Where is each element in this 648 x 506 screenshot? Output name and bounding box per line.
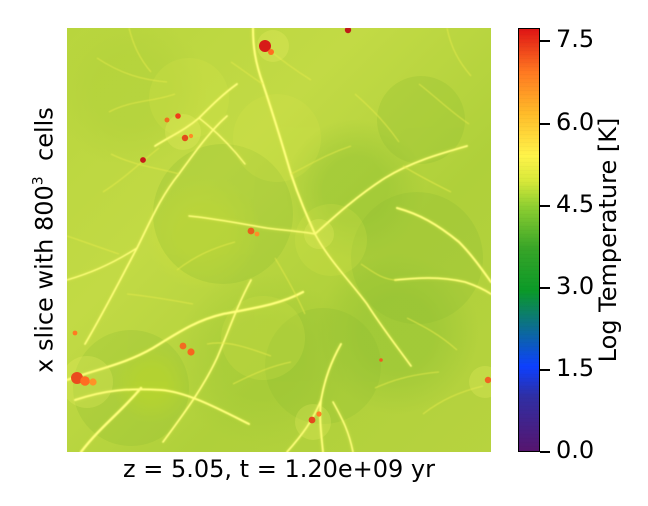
colorbar-tick-mark-0	[540, 451, 550, 453]
colorbar-tick-label-3: 4.5	[556, 190, 595, 218]
colorbar-tick-label-0: 0.0	[556, 436, 595, 464]
colorbar-label-wrap: Log Temperature [K]	[572, 28, 636, 452]
slice-label-gap	[31, 161, 59, 176]
slice-label-power: 3	[30, 176, 47, 186]
colorbar-tick-mark-4	[540, 123, 550, 125]
temperature-colorbar	[518, 28, 540, 452]
filament-network	[67, 28, 491, 452]
colorbar-tick-mark-5	[540, 40, 550, 42]
colorbar-tick-mark-3	[540, 205, 550, 207]
left-label-wrap: x slice with 8003 cells	[0, 28, 60, 452]
temperature-slice-image	[67, 28, 491, 452]
redshift-time-caption: z = 5.05, t = 1.20e+09 yr	[123, 455, 435, 483]
colorbar-axis-label: Log Temperature [K]	[594, 117, 622, 363]
colorbar-stripes	[519, 29, 539, 451]
colorbar-tick-label-4: 6.0	[556, 108, 595, 136]
colorbar-tick-label-1: 1.5	[556, 354, 595, 382]
colorbar-tick-mark-2	[540, 287, 550, 289]
colorbar-tick-label-2: 3.0	[556, 272, 595, 300]
slice-label-prefix: x slice with 800	[30, 185, 59, 373]
slice-axis-label: x slice with 8003 cells	[30, 107, 59, 373]
colorbar-tick-mark-1	[540, 369, 550, 371]
slice-label-suffix: cells	[30, 107, 59, 161]
colorbar-tick-label-5: 7.5	[556, 25, 595, 53]
